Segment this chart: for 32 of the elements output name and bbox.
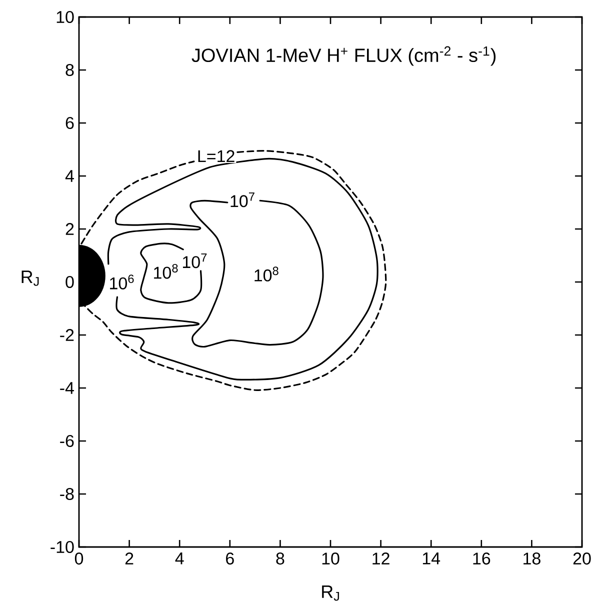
y-tick-label: -8 bbox=[60, 488, 74, 500]
annotation: 10$^{6}$ bbox=[110, 274, 134, 290]
x-tick-label: 14 bbox=[422, 552, 440, 564]
y-tick-label: 2 bbox=[66, 223, 74, 235]
x-tick-label: 4 bbox=[175, 552, 184, 564]
y-axis-title: R$_{J}$ bbox=[22, 270, 39, 286]
y-tick-label: -6 bbox=[60, 434, 74, 448]
annotation: 10$^{8}$ bbox=[254, 266, 278, 282]
y-tick-label: 4 bbox=[65, 170, 74, 182]
y-tick-label: 10 bbox=[56, 10, 74, 24]
annotation: 10$^{7}$ bbox=[230, 192, 254, 208]
x-tick-label: 10 bbox=[322, 552, 340, 565]
x-axis-title: R$_{J}$ bbox=[322, 585, 339, 601]
x-tick-label: 16 bbox=[473, 552, 490, 565]
x-tick-label: 20 bbox=[573, 552, 591, 565]
y-tick-label: 6 bbox=[66, 116, 74, 130]
annotation: 10$^{8}$ bbox=[154, 264, 178, 279]
y-tick-label: 0 bbox=[66, 276, 74, 288]
x-tick-label: 18 bbox=[524, 552, 540, 565]
x-tick-label: 6 bbox=[226, 552, 234, 565]
y-tick-label: 8 bbox=[66, 64, 74, 76]
y-tick-label: -10 bbox=[50, 540, 74, 554]
x-tick-label: 8 bbox=[276, 552, 284, 565]
x-tick-label: 0 bbox=[74, 552, 84, 565]
x-tick-label: 2 bbox=[125, 552, 134, 564]
y-tick-label: -4 bbox=[60, 382, 74, 394]
x-tick-label: 12 bbox=[372, 552, 390, 564]
annotation: L=12 bbox=[198, 150, 234, 162]
annotation: 10$^{7}$ bbox=[182, 253, 207, 268]
text: JOVIAN 1-MeV H$^{+}$ FLUX (cm$^{-2}$ - s$^{-1}$) bbox=[192, 46, 496, 66]
y-tick-label: -2 bbox=[60, 329, 74, 341]
line-series bbox=[140, 242, 202, 304]
